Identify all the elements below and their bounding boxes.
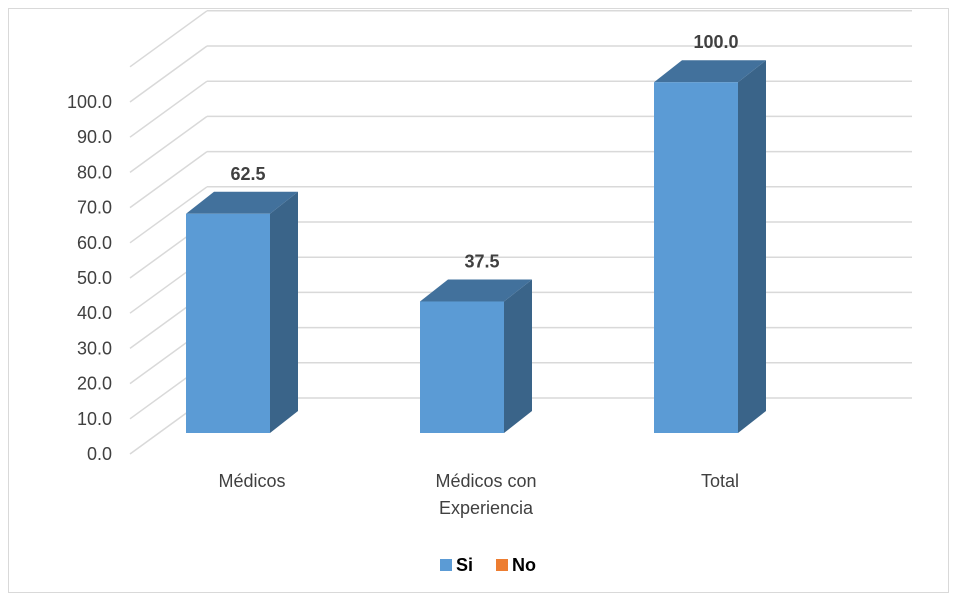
y-tick-label: 40.0: [77, 303, 112, 323]
gridline-side: [129, 80, 208, 138]
category-label: Médicos: [218, 471, 285, 491]
bar-3: [654, 60, 766, 434]
category-label: Médicos con Experiencia: [435, 471, 536, 518]
category-label-line: Médicos: [218, 471, 285, 491]
chart-frame: [8, 8, 949, 593]
data-label: 37.5: [464, 251, 499, 271]
y-tick-label: 60.0: [77, 233, 112, 253]
legend-label: No: [512, 555, 536, 575]
y-tick-label: 80.0: [77, 162, 112, 182]
bars: [186, 60, 766, 434]
bar-2: [420, 279, 532, 433]
data-labels: 62.5 37.5 100.0: [230, 32, 738, 271]
y-tick-label: 100.0: [67, 92, 112, 112]
bar-side: [738, 60, 766, 434]
bar-front: [186, 213, 270, 433]
bar-front: [654, 82, 738, 434]
y-tick-label: 20.0: [77, 374, 112, 394]
gridline-side: [129, 45, 208, 103]
bar-1: [186, 191, 298, 433]
y-tick-label: 50.0: [77, 268, 112, 288]
y-tick-label: 10.0: [77, 409, 112, 429]
gridline-side: [129, 186, 208, 244]
y-tick-label: 0.0: [87, 444, 112, 464]
legend-label: Si: [456, 555, 473, 575]
bar-side: [504, 279, 532, 433]
data-label: 62.5: [230, 164, 265, 184]
data-label: 100.0: [693, 32, 738, 52]
gridline-side: [129, 10, 208, 68]
bar-top: [186, 191, 298, 214]
category-label-line: Médicos con: [435, 471, 536, 491]
y-tick-label: 70.0: [77, 198, 112, 218]
y-tick-label: 30.0: [77, 338, 112, 358]
y-axis-ticks: 0.0 10.0 20.0 30.0 40.0 50.0 60.0 70.0 80.0 90.0 1…: [67, 92, 112, 464]
bar-top: [654, 60, 766, 83]
y-tick-label: 90.0: [77, 127, 112, 147]
legend-swatch: [496, 559, 508, 571]
category-label-line: Total: [701, 471, 739, 491]
category-label: Total: [701, 471, 739, 491]
gridline-side: [129, 150, 208, 209]
legend: Si No: [440, 555, 536, 575]
bar-side: [270, 191, 298, 433]
category-labels: Médicos Médicos con Experiencia Total: [218, 471, 739, 518]
bar-front: [420, 301, 504, 433]
gridline-side: [129, 115, 208, 174]
legend-swatch: [440, 559, 452, 571]
category-label-line: Experiencia: [439, 498, 534, 518]
bar-top: [420, 279, 532, 302]
